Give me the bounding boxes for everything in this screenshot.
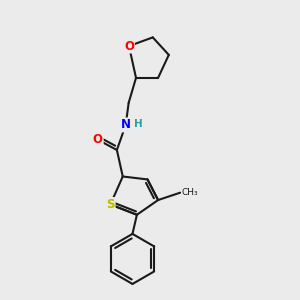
Text: O: O: [124, 40, 134, 52]
Text: O: O: [93, 133, 103, 146]
Text: N: N: [121, 118, 131, 131]
Text: CH₃: CH₃: [182, 188, 198, 197]
Text: S: S: [106, 198, 115, 211]
Text: H: H: [134, 119, 142, 129]
